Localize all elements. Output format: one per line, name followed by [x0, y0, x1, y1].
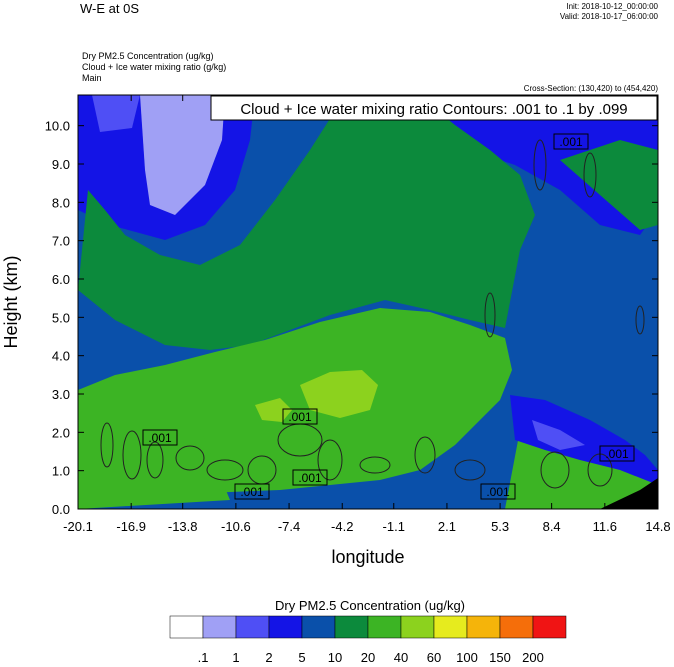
colorbar-swatch — [202, 615, 237, 639]
contour-label-layer: .001 .001 .001 .001 .001 .001 .001 — [142, 133, 635, 500]
contour-info-text: Cloud + Ice water mixing ratio Contours:… — [240, 101, 627, 118]
y-tick-label: 5.0 — [52, 310, 70, 325]
svg-text:.001: .001 — [486, 485, 510, 499]
x-tick-label: -4.2 — [331, 519, 353, 534]
colorbar-level-label: 100 — [456, 650, 478, 665]
cloud-contours — [100, 139, 645, 489]
svg-text:.001: .001 — [288, 410, 312, 424]
svg-text:.001: .001 — [240, 485, 264, 499]
contour-info-box — [210, 95, 658, 121]
y-tick-label: 10.0 — [45, 119, 70, 134]
colorbar-swatch — [532, 615, 567, 639]
contour-label: .001 — [234, 483, 270, 500]
contour-label: .001 — [142, 429, 178, 446]
colorbar-swatch — [367, 615, 402, 639]
colorbar-level-label: 200 — [522, 650, 544, 665]
x-tick-label: -20.1 — [63, 519, 93, 534]
x-tick-label: 2.1 — [438, 519, 456, 534]
svg-text:.001: .001 — [605, 447, 629, 461]
contour-label: .001 — [480, 483, 516, 500]
x-tick-label: 5.3 — [491, 519, 509, 534]
x-tick-label: 11.6 — [593, 519, 617, 534]
y-axis-label: Height (km) — [1, 255, 21, 348]
contour-label: .001 — [292, 469, 328, 486]
contour-label: .001 — [282, 408, 318, 425]
colorbar-swatch — [169, 615, 204, 639]
plot-frame — [77, 94, 659, 510]
svg-text:.001: .001 — [148, 431, 172, 445]
colorbar-level-label: 1 — [232, 650, 239, 665]
colorbar-level-label: 5 — [298, 650, 305, 665]
field-label-main: Main — [82, 73, 102, 83]
y-axis: 0.0 1.0 2.0 3.0 4.0 5.0 6.0 7.0 8.0 9.0 10.0 — [45, 119, 658, 517]
concentration-field — [78, 95, 658, 509]
colorbar-swatch — [301, 615, 336, 639]
x-tick-label: -16.9 — [116, 519, 146, 534]
svg-text:.001: .001 — [559, 135, 583, 149]
colorbar-swatch — [499, 615, 534, 639]
y-tick-label: 2.0 — [52, 425, 70, 440]
x-tick-label: -1.1 — [383, 519, 405, 534]
colorbar-swatch — [235, 615, 270, 639]
x-tick-label: -13.8 — [168, 519, 198, 534]
colorbar-level-label: 60 — [427, 650, 441, 665]
x-tick-label: 14.8 — [645, 519, 670, 534]
y-tick-label: 1.0 — [52, 464, 70, 479]
contour-label: .001 — [553, 133, 589, 150]
colorbar-level-label: 40 — [394, 650, 408, 665]
valid-time: Valid: 2018-10-17_06:00:00 — [559, 12, 658, 21]
x-tick-label: -7.4 — [278, 519, 300, 534]
colorbar-swatch — [466, 615, 501, 639]
colorbar-level-label: 10 — [328, 650, 342, 665]
x-axis-label: longitude — [331, 547, 404, 567]
colorbar-level-label: 150 — [489, 650, 511, 665]
y-tick-label: 4.0 — [52, 349, 70, 364]
y-tick-label: 0.0 — [52, 502, 70, 517]
x-axis: -20.1 -16.9 -13.8 -10.6 -7.4 -4.2 -1.1 2.1 5.3 8.… — [63, 95, 671, 534]
colorbar-level-label: .1 — [198, 650, 209, 665]
chart-title: W-E at 0S — [80, 1, 140, 16]
colorbar-level-label: 2 — [265, 650, 272, 665]
x-tick-label: 8.4 — [543, 519, 561, 534]
y-tick-label: 8.0 — [52, 195, 70, 210]
contour-label: .001 — [599, 445, 635, 462]
y-tick-label: 3.0 — [52, 387, 70, 402]
colorbar-swatch — [268, 615, 303, 639]
x-tick-label: -10.6 — [221, 519, 251, 534]
field-label-cloud: Cloud + Ice water mixing ratio (g/kg) — [82, 62, 227, 72]
colorbar-swatch — [334, 615, 369, 639]
y-tick-label: 7.0 — [52, 234, 70, 249]
y-tick-label: 9.0 — [52, 157, 70, 172]
colorbar-swatch — [433, 615, 468, 639]
colorbar-title: Dry PM2.5 Concentration (ug/kg) — [275, 598, 465, 613]
init-time: Init: 2018-10-12_00:00:00 — [566, 2, 658, 11]
colorbar-level-label: 20 — [361, 650, 375, 665]
y-tick-label: 6.0 — [52, 272, 70, 287]
colorbar-swatch — [400, 615, 435, 639]
colorbar: .1 1 2 5 10 20 40 60 100 150 200 — [169, 615, 567, 665]
field-label-pm25: Dry PM2.5 Concentration (ug/kg) — [82, 51, 214, 61]
cross-section-label: Cross-Section: (130,420) to (454,420) — [523, 84, 658, 93]
svg-text:.001: .001 — [298, 471, 322, 485]
